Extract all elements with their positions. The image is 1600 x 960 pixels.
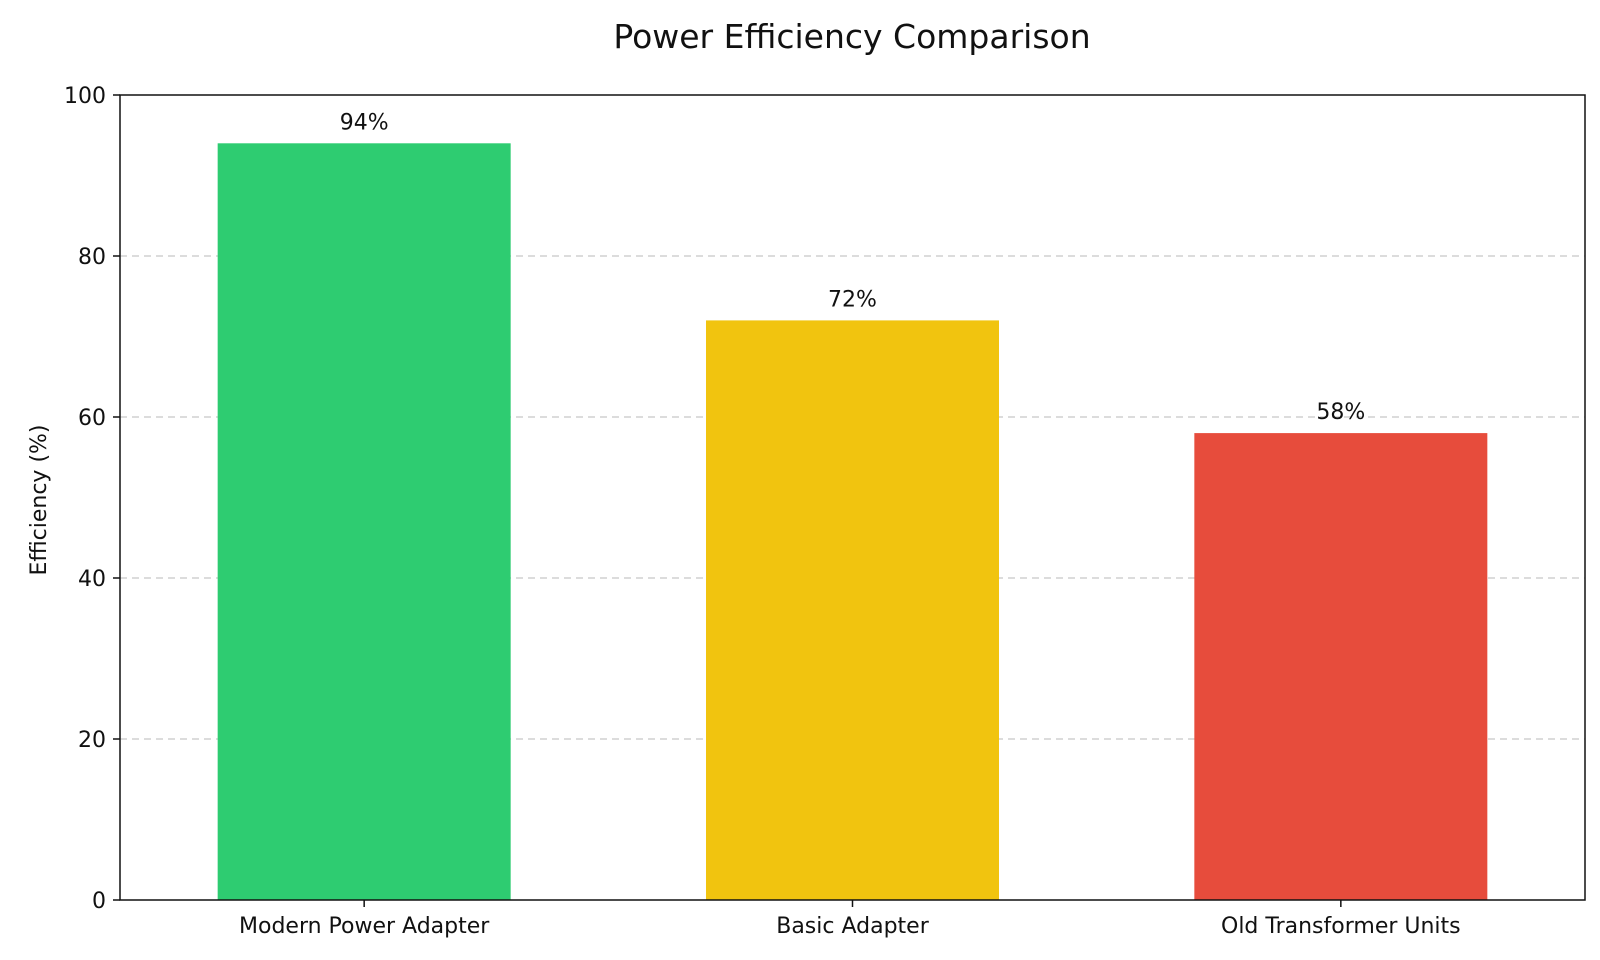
x-tick-label: Basic Adapter — [776, 914, 929, 939]
y-tick-label: 40 — [78, 567, 106, 592]
y-tick-label: 20 — [78, 728, 106, 753]
bar-value-label: 94% — [340, 110, 389, 135]
bar — [217, 143, 511, 901]
bar — [1194, 433, 1488, 900]
x-axis-ticks: Modern Power Adapter Basic Adapter Old Tra… — [239, 900, 1461, 939]
y-tick-label: 100 — [64, 84, 106, 109]
bars — [217, 143, 1488, 901]
x-tick-label: Old Transformer Units — [1221, 914, 1461, 939]
y-axis-ticks: 0 20 40 60 80 100 — [64, 84, 120, 914]
bar-value-label: 58% — [1316, 400, 1365, 425]
y-axis-label: Efficiency (%) — [27, 424, 52, 575]
y-tick-label: 60 — [78, 406, 106, 431]
bar-value-label: 72% — [828, 287, 877, 312]
x-tick-label: Modern Power Adapter — [239, 914, 490, 939]
chart-title: Power Efficiency Comparison — [613, 17, 1090, 56]
bar — [706, 320, 999, 900]
value-labels: 94% 72% 58% — [340, 110, 1366, 425]
y-tick-label: 0 — [92, 889, 106, 914]
y-tick-label: 80 — [78, 245, 106, 270]
